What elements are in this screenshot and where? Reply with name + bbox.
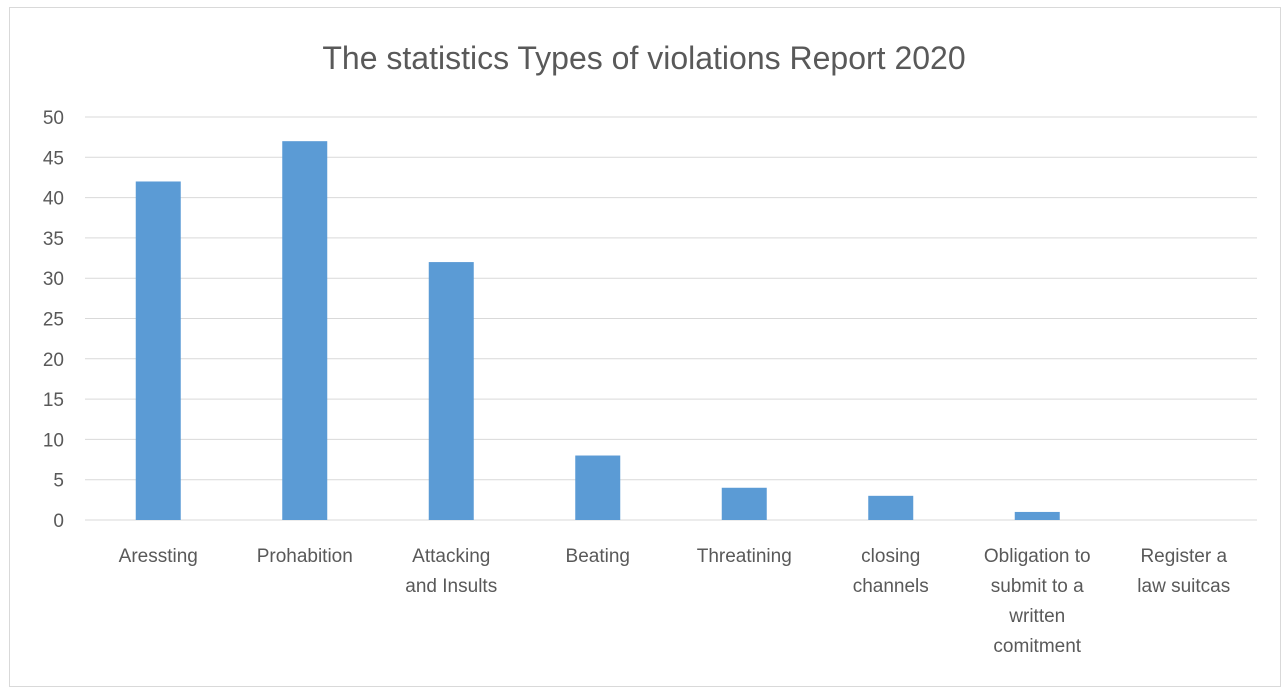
x-category-label: Aressting bbox=[119, 546, 198, 567]
y-tick-label: 20 bbox=[43, 350, 64, 371]
x-category-label: closing channels bbox=[853, 546, 929, 597]
y-tick-label: 25 bbox=[43, 310, 64, 331]
gridlines bbox=[85, 116, 1257, 521]
bar bbox=[721, 487, 767, 520]
y-tick-label: 45 bbox=[43, 148, 64, 169]
y-tick-label: 10 bbox=[43, 430, 64, 451]
y-axis-ticks: 0 5 10 15 20 25 30 35 40 45 50 bbox=[43, 108, 64, 532]
y-tick-label: 40 bbox=[43, 189, 64, 210]
y-tick-label: 15 bbox=[43, 390, 64, 411]
x-category-label: Beating bbox=[566, 546, 630, 567]
bar bbox=[575, 455, 621, 520]
x-category-label: Obligation to submit to a written comitment bbox=[984, 546, 1091, 657]
bar bbox=[868, 495, 914, 520]
chart-frame bbox=[9, 7, 1281, 687]
bar bbox=[135, 181, 181, 521]
x-category-label: Register a law suitcas bbox=[1137, 546, 1230, 597]
bar bbox=[282, 141, 328, 520]
bar bbox=[428, 262, 474, 520]
y-tick-label: 30 bbox=[43, 269, 64, 290]
bars bbox=[135, 141, 1060, 521]
y-tick-label: 35 bbox=[43, 229, 64, 250]
y-tick-label: 50 bbox=[43, 108, 64, 129]
x-category-label: Prohabition bbox=[257, 546, 353, 567]
y-tick-label: 0 bbox=[53, 511, 64, 532]
x-axis-categories: Aressting Prohabition Attacking and Insults… bbox=[119, 546, 1231, 657]
bar bbox=[1014, 511, 1060, 520]
x-category-label: Attacking and Insults bbox=[405, 546, 497, 597]
x-category-label: Threatining bbox=[697, 546, 792, 567]
chart-title: The statistics Types of violations Repor… bbox=[322, 40, 966, 76]
y-tick-label: 5 bbox=[53, 471, 64, 492]
